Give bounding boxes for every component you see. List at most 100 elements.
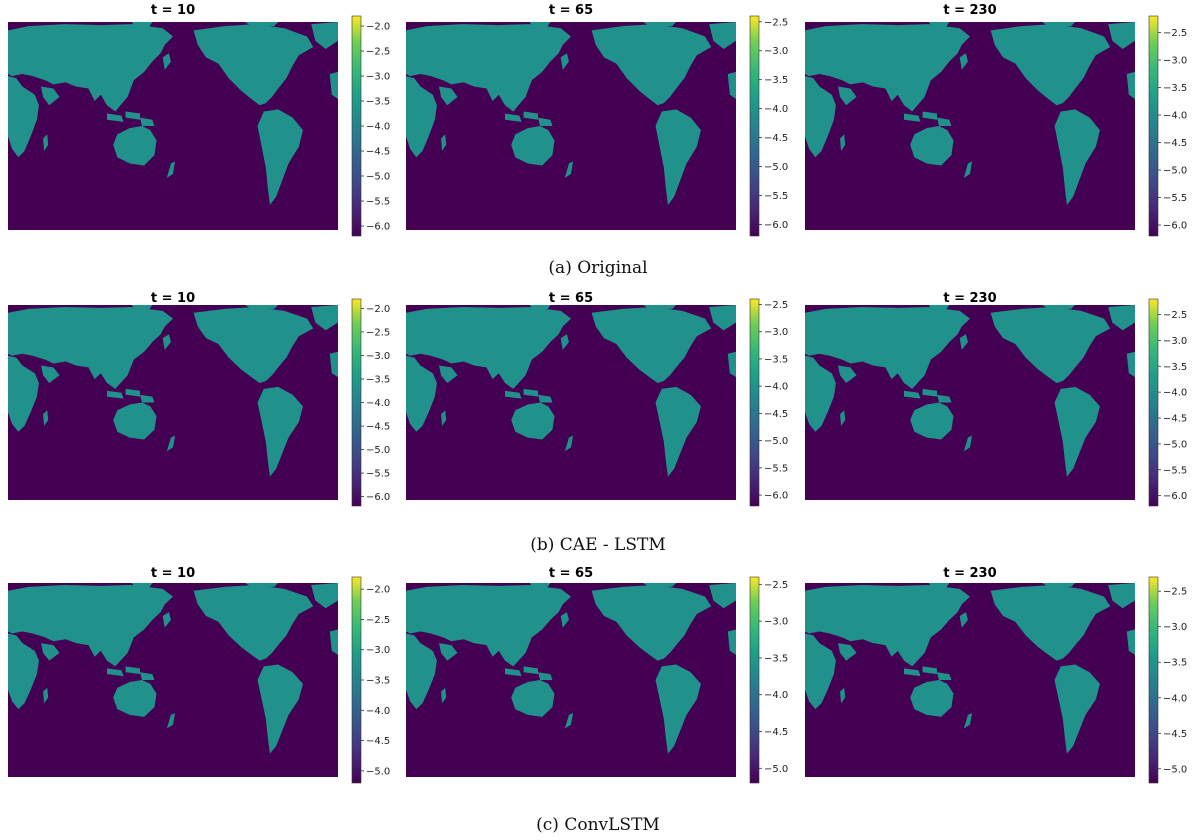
colorbar-tick-label: −5.5 — [366, 197, 390, 208]
colorbar-tick-label: −4.0 — [1163, 388, 1187, 399]
colorbar-tick-label: −4.5 — [764, 727, 788, 738]
colorbar-tick-label: −6.0 — [366, 222, 390, 233]
colorbar — [1148, 576, 1159, 784]
colorbar-tick-label: −5.0 — [1163, 764, 1187, 775]
colorbar-tick-label: −3.5 — [1163, 83, 1187, 94]
panel-title: t = 10 — [151, 291, 195, 306]
colorbar-tick-label: −2.5 — [1163, 28, 1187, 39]
colorbar-tick-label: −3.5 — [1163, 658, 1187, 669]
colorbar-tick-label: −4.0 — [764, 382, 788, 393]
colorbar-tick-label: −3.0 — [764, 46, 788, 57]
colorbar-tick-label: −4.0 — [366, 398, 390, 409]
colorbar — [351, 576, 362, 784]
colorbar-tick-label: −6.0 — [764, 220, 788, 231]
panel-title: t = 65 — [549, 566, 593, 581]
heatmap-panel: t = 65 −2.5 −3.0 −3.5 −4.0 −4.5 −5.0 −5.5 −6.0 — [406, 3, 788, 237]
panel-title: t = 230 — [943, 566, 996, 581]
colorbar-tick-label: −5.0 — [1163, 166, 1187, 177]
panel-title: t = 65 — [549, 3, 593, 18]
colorbar-tick-label: −4.0 — [1163, 693, 1187, 704]
colorbar-tick-label: −4.5 — [366, 422, 390, 433]
colorbar-tick-label: −5.5 — [1163, 193, 1187, 204]
heatmap-panel: t = 10 −2.0 −2.5 −3.0 −3.5 −4.0 −4.5 −5.0 −5.5 −6… — [8, 3, 390, 237]
heatmap-panel: t = 65 −2.5 −3.0 −3.5 −4.0 −4.5 −5.0 −5.5 −6.0 — [406, 291, 788, 507]
colorbar-tick-label: −3.5 — [366, 676, 390, 687]
colorbar-tick-label: −5.5 — [1163, 465, 1187, 476]
colorbar-tick-label: −2.5 — [764, 580, 788, 591]
colorbar-tick-label: −2.5 — [1163, 587, 1187, 598]
colorbar-tick-label: −3.5 — [764, 75, 788, 86]
colorbar-tick-label: −5.0 — [366, 766, 390, 777]
colorbar-tick-label: −4.5 — [1163, 414, 1187, 425]
colorbar-tick-label: −5.5 — [764, 191, 788, 202]
colorbar — [749, 15, 760, 237]
colorbar — [1148, 298, 1159, 507]
colorbar-tick-label: −5.0 — [366, 445, 390, 456]
colorbar-tick-label: −4.5 — [366, 736, 390, 747]
colorbar-tick-label: −4.5 — [764, 409, 788, 420]
colorbar-tick-label: −3.5 — [764, 653, 788, 664]
panel-title: t = 230 — [943, 3, 996, 18]
colorbar-tick-label: −5.5 — [764, 463, 788, 474]
colorbar-tick-label: −3.5 — [366, 97, 390, 108]
colorbar-tick-label: −2.5 — [366, 615, 390, 626]
caption-cae-lstm: (b) CAE - LSTM — [530, 535, 666, 555]
colorbar-tick-label: −4.0 — [1163, 111, 1187, 122]
colorbar-tick-label: −5.0 — [764, 162, 788, 173]
colorbar-tick-label: −4.5 — [366, 147, 390, 158]
panel-title: t = 230 — [943, 291, 996, 306]
colorbar-tick-label: −3.0 — [366, 72, 390, 83]
heatmap-panel: t = 230 −2.5 −3.0 −3.5 −4.0 −4.5 −5.0 −5.5 −6.0 — [805, 3, 1187, 237]
colorbar — [749, 298, 760, 507]
colorbar-tick-label: −3.0 — [1163, 56, 1187, 67]
colorbar-tick-label: −2.5 — [1163, 310, 1187, 321]
colorbar-tick-label: −4.0 — [366, 122, 390, 133]
colorbar-tick-label: −3.5 — [1163, 362, 1187, 373]
colorbar-tick-label: −2.0 — [366, 585, 390, 596]
panels: t = 10 −2.0 −2.5 −3.0 −3.5 −4.0 −4.5 −5.0 −5.5 −6… — [8, 3, 1187, 784]
colorbar-tick-label: −4.0 — [366, 706, 390, 717]
colorbar-tick-label: −5.0 — [764, 764, 788, 775]
colorbar-tick-label: −4.5 — [1163, 138, 1187, 149]
colorbar-tick-label: −2.0 — [366, 304, 390, 315]
colorbar-tick-label: −6.0 — [764, 491, 788, 502]
colorbar-tick-label: −4.0 — [764, 104, 788, 115]
colorbar-tick-label: −2.5 — [366, 327, 390, 338]
colorbar-tick-label: −4.5 — [1163, 729, 1187, 740]
colorbar-tick-label: −4.0 — [764, 690, 788, 701]
colorbar-tick-label: −3.5 — [764, 354, 788, 365]
colorbar-tick-label: −5.0 — [1163, 439, 1187, 450]
colorbar-tick-label: −3.0 — [366, 645, 390, 656]
colorbar-tick-label: −3.0 — [1163, 336, 1187, 347]
heatmap-panel: t = 65 −2.5 −3.0 −3.5 −4.0 −4.5 −5.0 — [406, 566, 788, 784]
colorbar-tick-label: −5.5 — [366, 469, 390, 480]
colorbar — [351, 298, 362, 507]
panel-title: t = 10 — [151, 3, 195, 18]
caption-original: (a) Original — [548, 258, 648, 278]
heatmap-panel: t = 10 −2.0 −2.5 −3.0 −3.5 −4.0 −4.5 −5.0 — [8, 566, 390, 784]
colorbar-tick-label: −3.0 — [764, 327, 788, 338]
colorbar-tick-label: −3.0 — [764, 617, 788, 628]
colorbar-tick-label: −4.5 — [764, 133, 788, 144]
colorbar — [351, 15, 362, 237]
caption-convlstm: (c) ConvLSTM — [536, 815, 660, 835]
colorbar-tick-label: −2.5 — [764, 300, 788, 311]
colorbar-tick-label: −3.5 — [366, 374, 390, 385]
panel-title: t = 65 — [549, 291, 593, 306]
colorbar-tick-label: −6.0 — [1163, 491, 1187, 502]
colorbar — [1148, 15, 1159, 237]
colorbar-tick-label: −6.0 — [1163, 221, 1187, 232]
colorbar-tick-label: −2.5 — [764, 17, 788, 28]
panel-title: t = 10 — [151, 566, 195, 581]
colorbar-tick-label: −5.0 — [764, 436, 788, 447]
heatmap-panel: t = 230 −2.5 −3.0 −3.5 −4.0 −4.5 −5.0 — [805, 566, 1187, 784]
colorbar-tick-label: −5.0 — [366, 172, 390, 183]
colorbar-tick-label: −6.0 — [366, 492, 390, 503]
colorbar-tick-label: −3.0 — [1163, 622, 1187, 633]
heatmap-panel: t = 230 −2.5 −3.0 −3.5 −4.0 −4.5 −5.0 −5.5 −6.0 — [805, 291, 1187, 507]
colorbar-tick-label: −2.5 — [366, 47, 390, 58]
colorbar-tick-label: −2.0 — [366, 22, 390, 33]
colorbar-tick-label: −3.0 — [366, 351, 390, 362]
colorbar — [749, 576, 760, 784]
